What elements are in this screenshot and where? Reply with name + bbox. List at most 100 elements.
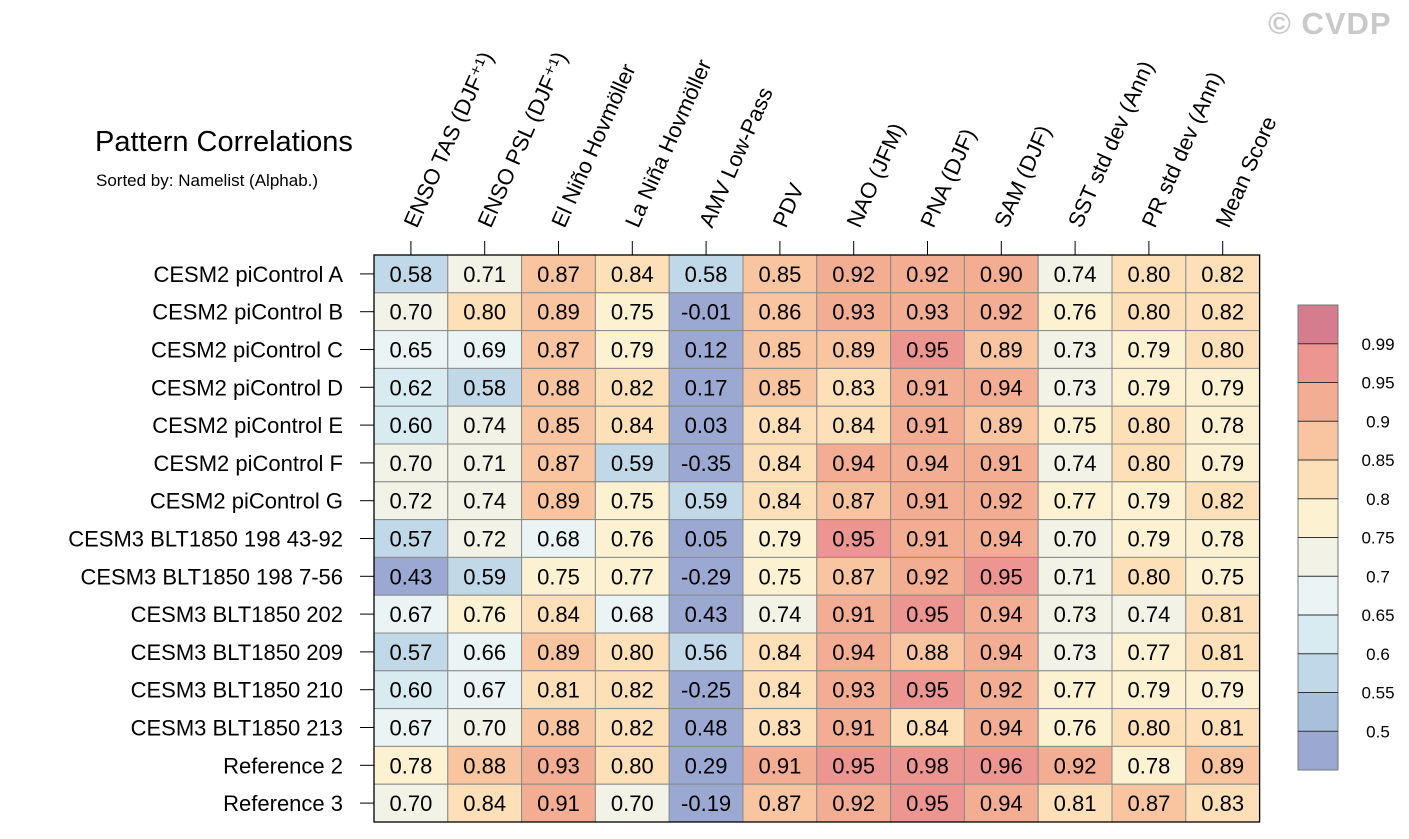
- heatmap-cell: [890, 708, 965, 747]
- cell-value: 0.95: [906, 338, 949, 363]
- heatmap-cell: [816, 519, 892, 558]
- heatmap-cell: [1185, 481, 1261, 521]
- cell-value: 0.81: [1201, 602, 1244, 627]
- cell-value: 0.75: [758, 564, 801, 589]
- heatmap-cell: [1037, 405, 1113, 445]
- cell-value: 0.91: [906, 527, 949, 552]
- cell-value: 0.84: [758, 678, 801, 703]
- cell-value: 0.88: [537, 716, 580, 741]
- cell-value: 0.79: [1127, 678, 1170, 703]
- cell-value: -0.35: [681, 451, 731, 476]
- cell-value: 0.70: [611, 791, 654, 816]
- cell-value: 0.59: [685, 489, 728, 514]
- cell-value: 0.80: [1127, 564, 1170, 589]
- cell-value: 0.94: [980, 375, 1023, 400]
- cell-value: 0.95: [832, 527, 875, 552]
- heatmap-frame: [373, 254, 1261, 823]
- heatmap-cell: [373, 783, 449, 823]
- heatmap-cell: [1037, 670, 1113, 710]
- cell-value: 0.74: [1127, 602, 1170, 627]
- cell-value: 0.87: [758, 791, 801, 816]
- cell-value: 0.75: [1201, 564, 1244, 589]
- heatmap-cell: [890, 670, 965, 710]
- colorbar-label: 0.7: [1366, 567, 1390, 586]
- cell-value: 0.77: [1054, 678, 1097, 703]
- cell-value: 0.60: [389, 678, 432, 703]
- heatmap-cell: [373, 594, 449, 634]
- cell-value: 0.79: [1127, 489, 1170, 514]
- heatmap-cell: [890, 405, 965, 445]
- heatmap-cell: [742, 292, 818, 332]
- heatmap-cell: [668, 292, 744, 332]
- cell-value: 0.88: [537, 375, 580, 400]
- heatmap-cell: [594, 292, 670, 332]
- heatmap-cell: [447, 292, 523, 332]
- cell-value: 0.84: [906, 716, 949, 741]
- heatmap-cell: [1185, 745, 1261, 785]
- heatmap-cell: [742, 443, 818, 483]
- cell-value: 0.68: [537, 527, 580, 552]
- cell-value: 0.92: [980, 300, 1023, 325]
- cell-value: 0.78: [1201, 527, 1244, 552]
- colorbar-label: 0.55: [1361, 684, 1394, 703]
- cell-value: 0.80: [1127, 413, 1170, 438]
- column-label: SAM (DJF): [989, 122, 1056, 232]
- cell-value: 0.67: [463, 678, 506, 703]
- heatmap-cell: [594, 594, 670, 634]
- row-label: Reference 2: [223, 753, 343, 778]
- cell-value: 0.82: [611, 716, 654, 741]
- heatmap-cell: [890, 292, 965, 332]
- heatmap-cell: [521, 481, 596, 521]
- cell-value: 0.59: [611, 451, 654, 476]
- cell-value: 0.89: [537, 640, 580, 665]
- heatmap-cell: [373, 405, 449, 445]
- cell-value: 0.91: [537, 791, 580, 816]
- cell-value: 0.48: [685, 716, 728, 741]
- row-label: CESM2 piControl G: [150, 489, 343, 514]
- cell-value: 0.91: [906, 413, 949, 438]
- chart-subtitle: Sorted by: Namelist (Alphab.): [96, 171, 319, 190]
- cell-value: 0.92: [980, 678, 1023, 703]
- row-label: CESM3 BLT1850 198 7-56: [80, 564, 343, 589]
- heatmap-cell: [1111, 405, 1187, 445]
- cell-value: 0.80: [1127, 262, 1170, 287]
- heatmap-cell: [963, 292, 1039, 332]
- cell-value: 0.05: [685, 527, 728, 552]
- cell-value: 0.87: [537, 451, 580, 476]
- cell-value: 0.84: [758, 413, 801, 438]
- heatmap-cell: [594, 670, 670, 710]
- cell-value: 0.84: [611, 262, 654, 287]
- cell-value: 0.82: [1201, 300, 1244, 325]
- cell-value: 0.76: [1054, 716, 1097, 741]
- row-label: CESM2 piControl F: [153, 451, 343, 476]
- cell-value: 0.29: [685, 753, 728, 778]
- cell-value: 0.92: [832, 791, 875, 816]
- cell-value: 0.12: [685, 338, 728, 363]
- heatmap-cell: [521, 670, 596, 710]
- cell-value: 0.73: [1054, 640, 1097, 665]
- heatmap-cell: [890, 367, 965, 407]
- heatmap-cell: [1185, 330, 1261, 369]
- cell-value: 0.92: [832, 262, 875, 287]
- cell-value: 0.91: [906, 375, 949, 400]
- cell-value: 0.98: [906, 753, 949, 778]
- colorbar-segment: [1298, 537, 1338, 577]
- cell-value: 0.95: [906, 678, 949, 703]
- cell-value: 0.82: [1201, 262, 1244, 287]
- heatmap-cell: [1037, 632, 1113, 672]
- row-label: CESM2 piControl B: [152, 300, 343, 325]
- row-label: CESM3 BLT1850 209: [131, 640, 343, 665]
- heatmap-cell: [1185, 708, 1261, 747]
- cell-value: 0.74: [1054, 451, 1097, 476]
- colorbar-label: 0.65: [1361, 606, 1394, 625]
- cell-value: 0.92: [980, 489, 1023, 514]
- cell-value: 0.91: [832, 602, 875, 627]
- cell-value: -0.25: [681, 678, 731, 703]
- colorbar-segment: [1298, 305, 1338, 344]
- cell-value: 0.88: [463, 753, 506, 778]
- heatmap-cell: [594, 330, 670, 369]
- heatmap-cell: [447, 519, 523, 558]
- heatmap-cells: 0.58 0.71 0.87 0.84 0.58 0.85 0.92 0.92 0.90 0.74…: [373, 254, 1261, 823]
- heatmap-cell: [742, 556, 818, 596]
- cell-value: 0.82: [611, 375, 654, 400]
